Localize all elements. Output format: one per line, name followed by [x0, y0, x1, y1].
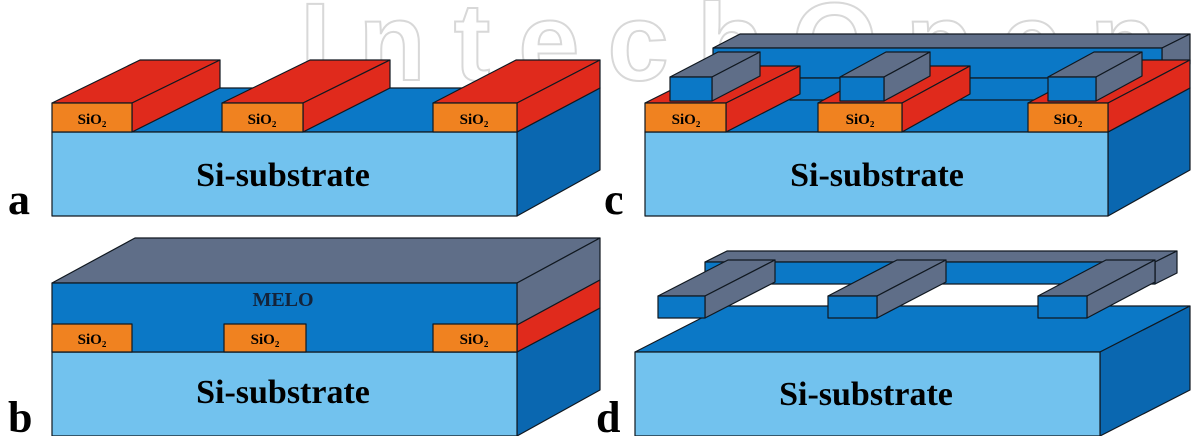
seed-bar-front [669, 76, 713, 102]
oxide-label: SiO₂ [251, 332, 280, 348]
seed-bar-front [657, 295, 706, 319]
substrate-top [634, 305, 1191, 353]
oxide-island [432, 323, 518, 353]
substrate-label: Si-substrate [779, 376, 953, 413]
seed-bar-front [1037, 295, 1088, 319]
oxide-island [223, 323, 307, 353]
panel-c: Si-substrate SiO₂ SiO₂ SiO₂ [604, 33, 1191, 224]
oxide-label: SiO₂ [460, 332, 489, 348]
seed-bar-front [827, 295, 878, 319]
substrate-label: Si-substrate [196, 374, 370, 411]
substrate-front [634, 351, 1101, 436]
panel-letter: b [8, 393, 32, 436]
panel-d: Si-substrate d [596, 250, 1191, 436]
oxide-label: SiO₂ [1054, 112, 1083, 128]
panel-b: Si-substrate MELO SiO₂ SiO₂ SiO₂ b [8, 237, 601, 436]
panel-letter: a [8, 175, 30, 224]
oxide-stripe-front [817, 102, 903, 133]
oxide-label: SiO₂ [78, 332, 107, 348]
melo-top [51, 237, 601, 284]
oxide-label: SiO₂ [672, 112, 701, 128]
substrate-front [51, 131, 518, 217]
lateral-bar-top [712, 33, 1191, 49]
oxide-stripe-front [51, 102, 133, 133]
oxide-label: SiO₂ [460, 112, 489, 128]
substrate-front [644, 131, 1109, 217]
oxide-stripe-front [221, 102, 304, 133]
substrate-label: Si-substrate [790, 157, 964, 194]
seed-bar-front [839, 76, 885, 102]
melo-label: MELO [252, 289, 313, 311]
oxide-island [51, 323, 133, 353]
oxide-stripe-front [644, 102, 727, 133]
substrate-label: Si-substrate [196, 157, 370, 194]
oxide-label: SiO₂ [248, 112, 277, 128]
panel-a: Si-substrate SiO₂ SiO₂ SiO₂ a [8, 59, 601, 224]
oxide-stripe-front [432, 102, 518, 133]
oxide-label: SiO₂ [78, 112, 107, 128]
oxide-label: SiO₂ [846, 112, 875, 128]
panel-letter: c [604, 175, 624, 224]
seed-bar-front [1047, 76, 1097, 102]
panel-letter: d [596, 393, 620, 436]
oxide-stripe-front [1027, 102, 1109, 133]
